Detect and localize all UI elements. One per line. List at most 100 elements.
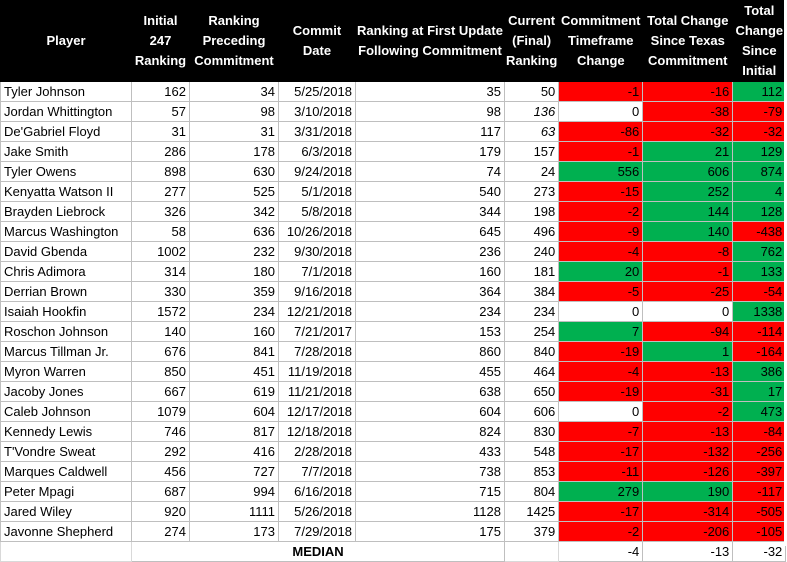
first-update-ranking-cell[interactable]: 824 [355, 421, 505, 442]
change-since-texas-cell[interactable]: 140 [642, 221, 734, 242]
timeframe-change-cell[interactable]: -5 [558, 281, 644, 302]
timeframe-change-cell[interactable]: 279 [558, 481, 644, 502]
player-name-cell[interactable]: Tyler Owens [0, 161, 132, 182]
change-since-texas-cell[interactable]: -2 [642, 401, 734, 422]
first-update-ranking-cell[interactable]: 234 [355, 301, 505, 322]
change-since-texas-cell[interactable]: 1 [642, 341, 734, 362]
current-ranking-cell[interactable]: 464 [503, 361, 560, 382]
change-since-initial-cell[interactable]: -117 [732, 481, 787, 502]
initial-ranking-cell[interactable]: 850 [131, 361, 190, 382]
current-ranking-cell[interactable]: 273 [503, 181, 560, 202]
change-since-initial-cell[interactable]: -438 [732, 221, 787, 242]
commit-date-cell[interactable]: 7/28/2018 [278, 341, 356, 362]
player-name-cell[interactable]: Myron Warren [0, 361, 132, 382]
change-since-initial-cell[interactable]: -397 [732, 461, 787, 482]
initial-ranking-cell[interactable]: 277 [131, 181, 190, 202]
commit-date-cell[interactable]: 5/8/2018 [278, 201, 356, 222]
initial-ranking-cell[interactable]: 326 [131, 201, 190, 222]
first-update-ranking-cell[interactable]: 160 [355, 261, 505, 282]
current-ranking-cell[interactable]: 496 [503, 221, 560, 242]
change-since-initial-cell[interactable]: -32 [732, 121, 787, 142]
ranking-preceding-cell[interactable]: 994 [189, 481, 279, 502]
change-since-texas-cell[interactable]: -16 [642, 81, 734, 102]
change-since-texas-cell[interactable]: -126 [642, 461, 734, 482]
initial-ranking-cell[interactable]: 286 [131, 141, 190, 162]
timeframe-change-cell[interactable]: -7 [558, 421, 644, 442]
player-name-cell[interactable]: Peter Mpagi [0, 481, 132, 502]
change-since-texas-cell[interactable]: -25 [642, 281, 734, 302]
change-since-initial-cell[interactable]: -84 [732, 421, 787, 442]
first-update-ranking-cell[interactable]: 638 [355, 381, 505, 402]
current-ranking-cell[interactable]: 136 [503, 101, 560, 122]
change-since-initial-cell[interactable]: 128 [732, 201, 787, 222]
initial-ranking-cell[interactable]: 330 [131, 281, 190, 302]
first-update-ranking-cell[interactable]: 175 [355, 521, 505, 542]
timeframe-change-cell[interactable]: 556 [558, 161, 644, 182]
current-ranking-cell[interactable]: 198 [503, 201, 560, 222]
change-since-texas-cell[interactable]: 606 [642, 161, 734, 182]
first-update-ranking-cell[interactable]: 236 [355, 241, 505, 262]
initial-ranking-cell[interactable]: 57 [131, 101, 190, 122]
player-name-cell[interactable]: Roschon Johnson [0, 321, 132, 342]
ranking-preceding-cell[interactable]: 630 [189, 161, 279, 182]
first-update-ranking-cell[interactable]: 364 [355, 281, 505, 302]
median-empty-cell[interactable] [503, 541, 560, 562]
player-name-cell[interactable]: Kenyatta Watson II [0, 181, 132, 202]
current-ranking-cell[interactable]: 379 [503, 521, 560, 542]
first-update-ranking-cell[interactable]: 74 [355, 161, 505, 182]
timeframe-change-cell[interactable]: -19 [558, 341, 644, 362]
player-name-cell[interactable]: Jordan Whittington [0, 101, 132, 122]
change-since-texas-cell[interactable]: -8 [642, 241, 734, 262]
player-name-cell[interactable]: T'Vondre Sweat [0, 441, 132, 462]
initial-ranking-cell[interactable]: 314 [131, 261, 190, 282]
current-ranking-cell[interactable]: 840 [503, 341, 560, 362]
player-name-cell[interactable]: Kennedy Lewis [0, 421, 132, 442]
player-name-cell[interactable]: Marcus Washington [0, 221, 132, 242]
initial-ranking-cell[interactable]: 274 [131, 521, 190, 542]
player-name-cell[interactable]: David Gbenda [0, 241, 132, 262]
initial-ranking-cell[interactable]: 1002 [131, 241, 190, 262]
initial-ranking-cell[interactable]: 746 [131, 421, 190, 442]
commit-date-cell[interactable]: 11/19/2018 [278, 361, 356, 382]
current-ranking-cell[interactable]: 650 [503, 381, 560, 402]
timeframe-change-cell[interactable]: 7 [558, 321, 644, 342]
first-update-ranking-cell[interactable]: 1128 [355, 501, 505, 522]
median-empty-cell[interactable] [0, 541, 132, 562]
player-name-cell[interactable]: Jared Wiley [0, 501, 132, 522]
timeframe-change-cell[interactable]: 20 [558, 261, 644, 282]
initial-ranking-cell[interactable]: 676 [131, 341, 190, 362]
player-name-cell[interactable]: Jacoby Jones [0, 381, 132, 402]
current-ranking-cell[interactable]: 181 [503, 261, 560, 282]
header-ranking-preceding[interactable]: Ranking Preceding Commitment [189, 0, 279, 82]
initial-ranking-cell[interactable]: 162 [131, 81, 190, 102]
commit-date-cell[interactable]: 10/26/2018 [278, 221, 356, 242]
first-update-ranking-cell[interactable]: 738 [355, 461, 505, 482]
change-since-initial-cell[interactable]: -164 [732, 341, 787, 362]
ranking-preceding-cell[interactable]: 173 [189, 521, 279, 542]
first-update-ranking-cell[interactable]: 35 [355, 81, 505, 102]
median-label[interactable]: MEDIAN [131, 541, 505, 562]
timeframe-change-cell[interactable]: -2 [558, 521, 644, 542]
change-since-texas-cell[interactable]: -38 [642, 101, 734, 122]
header-current-ranking[interactable]: Current (Final) Ranking [503, 0, 560, 82]
change-since-initial-cell[interactable]: -114 [732, 321, 787, 342]
initial-ranking-cell[interactable]: 31 [131, 121, 190, 142]
player-name-cell[interactable]: Tyler Johnson [0, 81, 132, 102]
current-ranking-cell[interactable]: 548 [503, 441, 560, 462]
timeframe-change-cell[interactable]: -86 [558, 121, 644, 142]
change-since-texas-cell[interactable]: 190 [642, 481, 734, 502]
ranking-preceding-cell[interactable]: 180 [189, 261, 279, 282]
header-timeframe-change[interactable]: Commitment Timeframe Change [558, 0, 644, 82]
player-name-cell[interactable]: De'Gabriel Floyd [0, 121, 132, 142]
current-ranking-cell[interactable]: 606 [503, 401, 560, 422]
commit-date-cell[interactable]: 5/1/2018 [278, 181, 356, 202]
current-ranking-cell[interactable]: 157 [503, 141, 560, 162]
timeframe-change-cell[interactable]: 0 [558, 101, 644, 122]
change-since-initial-cell[interactable]: -105 [732, 521, 787, 542]
change-since-initial-cell[interactable]: 112 [732, 81, 787, 102]
current-ranking-cell[interactable]: 24 [503, 161, 560, 182]
header-initial-ranking[interactable]: Initial 247 Ranking [131, 0, 190, 82]
current-ranking-cell[interactable]: 254 [503, 321, 560, 342]
change-since-texas-cell[interactable]: 21 [642, 141, 734, 162]
change-since-texas-cell[interactable]: -206 [642, 521, 734, 542]
